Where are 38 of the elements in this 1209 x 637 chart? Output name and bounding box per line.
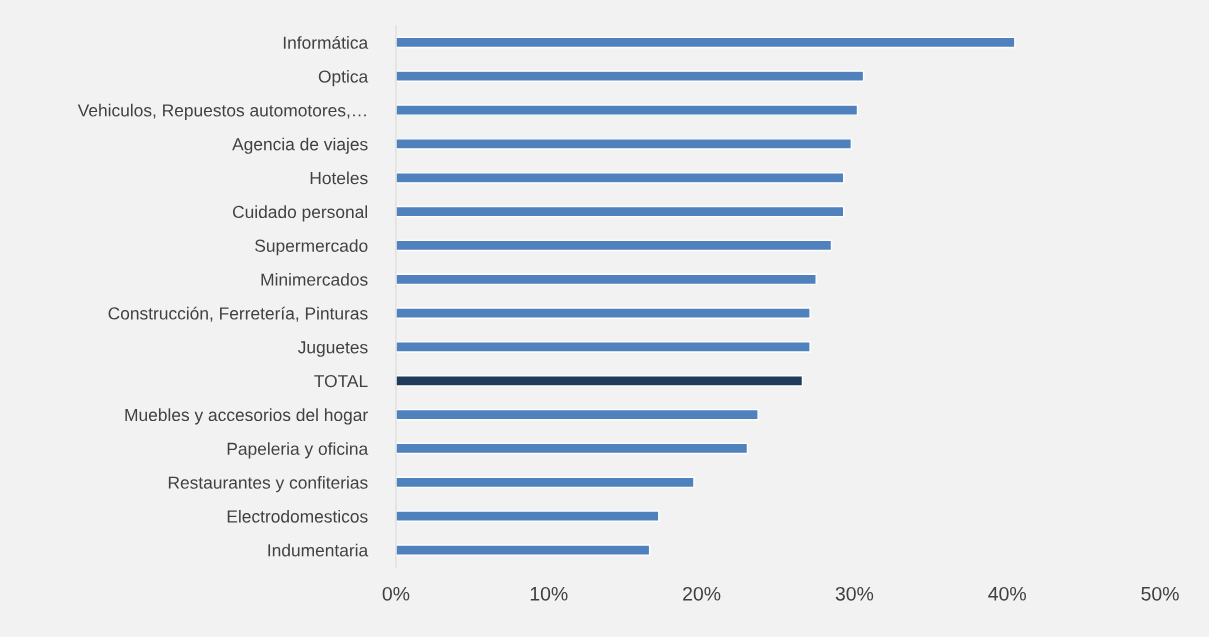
bar	[395, 510, 660, 522]
bar	[395, 442, 749, 455]
bar	[395, 138, 853, 150]
y-tick-label: Minimercados	[261, 272, 368, 286]
y-tick-label: Supermercado	[255, 239, 368, 256]
bar	[395, 408, 759, 421]
x-tick-label: 30%	[835, 586, 874, 601]
bar	[395, 476, 695, 489]
y-tick-label: Cuidado personal	[232, 205, 368, 222]
bar	[395, 544, 651, 556]
bar	[395, 307, 811, 319]
x-tick-label: 10%	[530, 586, 568, 601]
y-tick-label: Informática	[283, 35, 369, 49]
y-tick-label: Papeleria y oficina	[227, 442, 369, 459]
y-tick-label: Juguetes	[297, 341, 368, 357]
y-tick-label: Agencia de viajes	[232, 137, 368, 154]
y-tick-label: Optica	[318, 69, 369, 87]
bar	[395, 104, 859, 116]
y-tick-label: Construcción, Ferretería, Pinturas	[108, 306, 368, 322]
bar	[395, 273, 817, 286]
y-tick-label: Muebles y accesorios del hogar	[125, 408, 368, 425]
bar	[395, 70, 865, 83]
x-tick-label: 50%	[1141, 586, 1179, 601]
y-tick-label: Indumentaria	[268, 543, 369, 557]
y-tick-label: Hoteles	[310, 171, 368, 185]
bar	[395, 375, 804, 387]
y-tick-label: Vehiculos, Repuestos automotores,…	[77, 103, 366, 120]
y-tick-label: Electrodomesticos	[227, 509, 368, 523]
x-tick-label: 20%	[683, 586, 721, 601]
y-tick-label: Restaurantes y confiterias	[168, 476, 368, 493]
x-tick-label: 40%	[988, 586, 1026, 601]
y-tick-label: TOTAL	[314, 374, 368, 388]
bar	[395, 171, 845, 184]
bar	[395, 36, 1016, 49]
bar	[395, 205, 845, 218]
bar	[395, 341, 811, 353]
x-tick-label: 0%	[382, 586, 410, 601]
bar	[395, 239, 833, 252]
